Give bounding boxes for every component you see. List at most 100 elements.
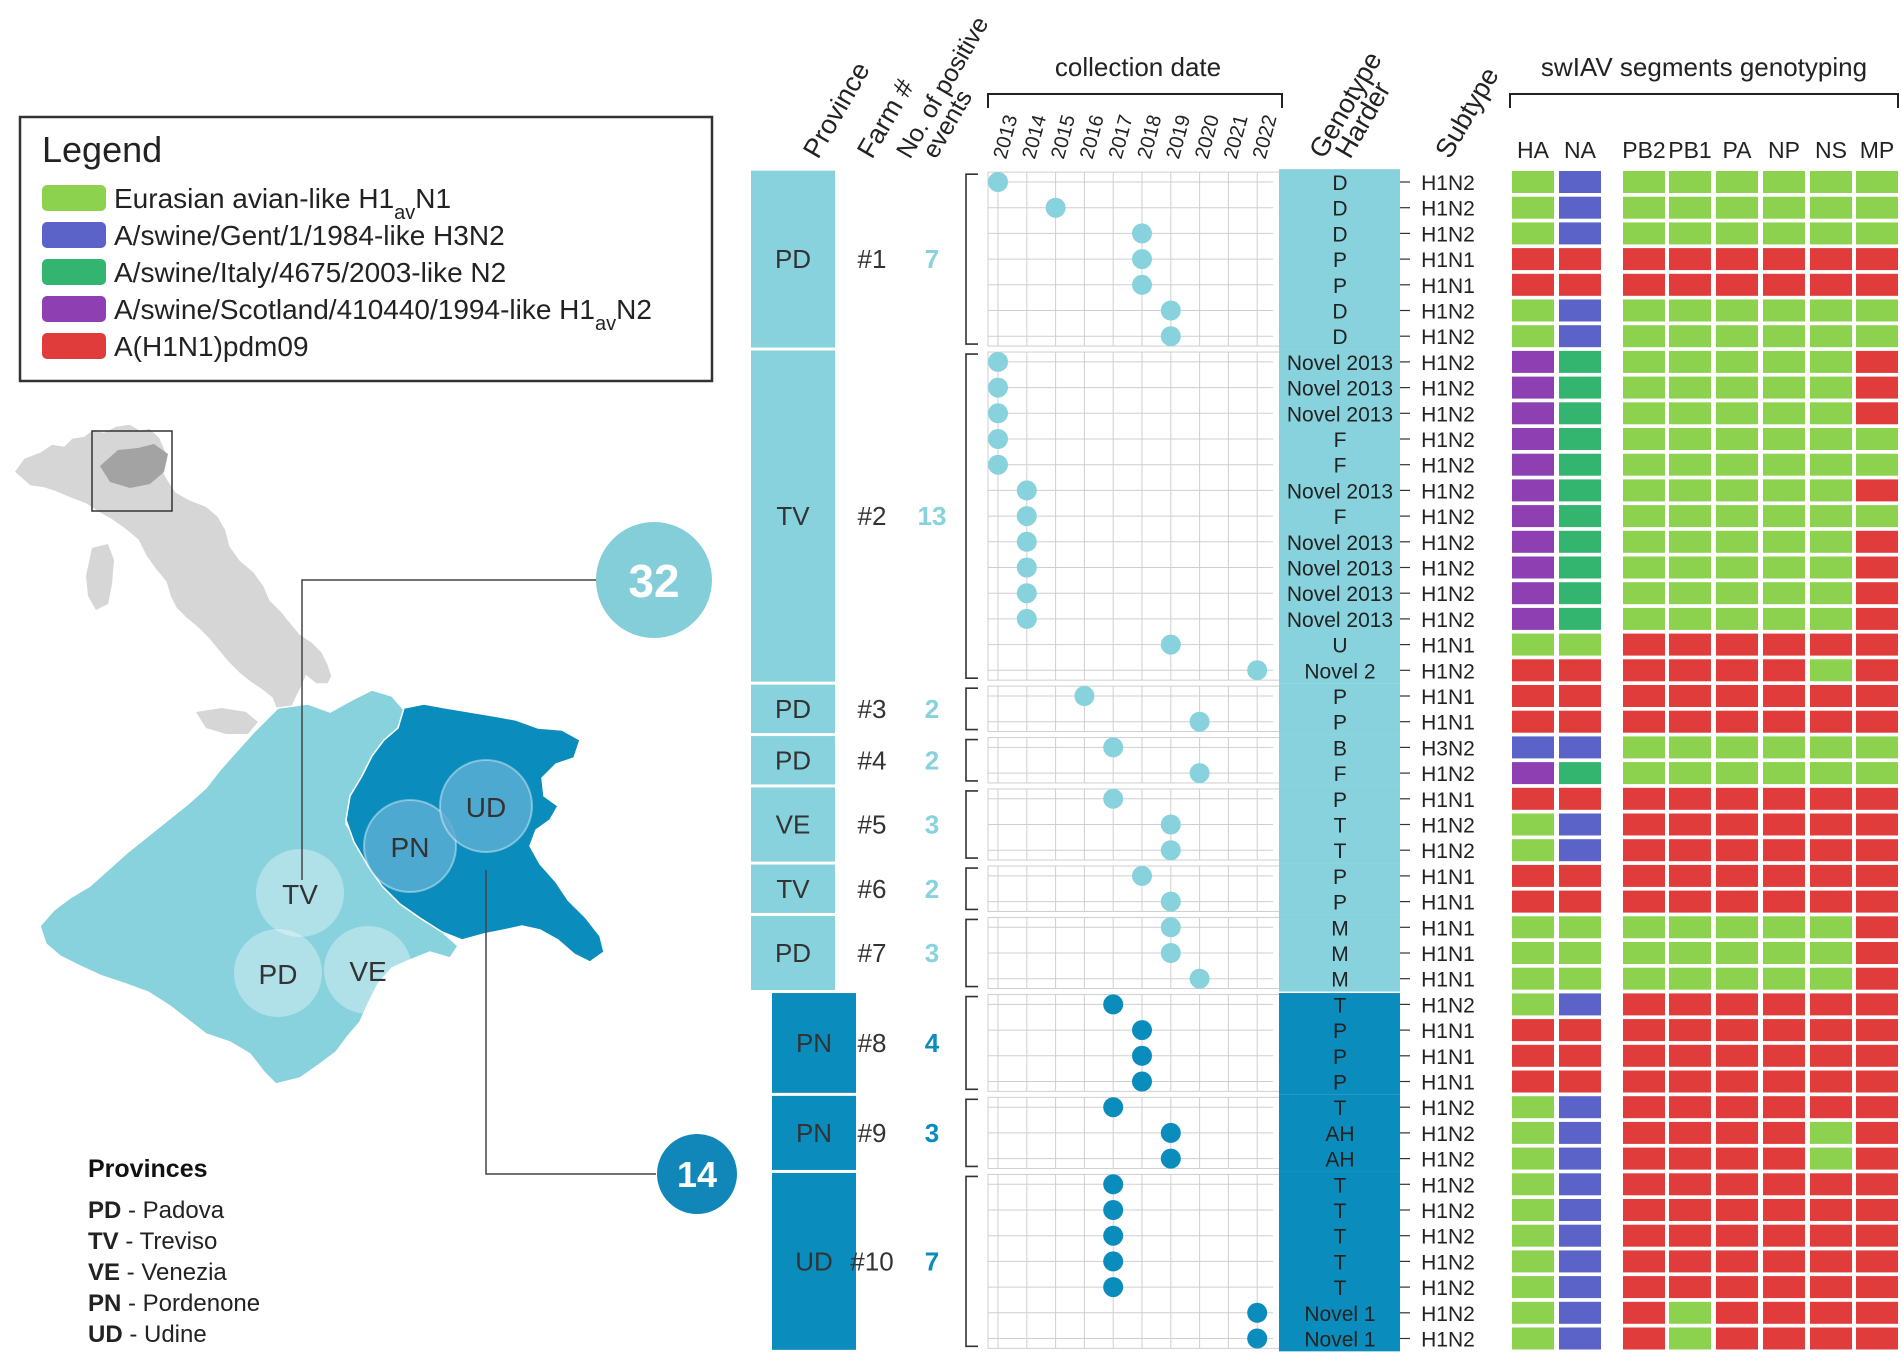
segment-cell xyxy=(1763,890,1805,913)
segment-cell xyxy=(1763,428,1805,450)
segment-cell xyxy=(1716,196,1758,219)
segment-cell xyxy=(1716,710,1758,733)
collection-point xyxy=(1132,865,1152,886)
collection-point xyxy=(1247,660,1268,681)
segment-cell xyxy=(1716,273,1758,296)
segment-cell xyxy=(1763,1327,1805,1350)
segment-cell xyxy=(1716,428,1758,450)
segment-cell xyxy=(1512,1199,1554,1221)
subtype-label: H1N1 xyxy=(1421,892,1475,915)
genotype-label: B xyxy=(1333,737,1347,760)
genotype-column-bg xyxy=(1279,1094,1400,1172)
segment-cell xyxy=(1559,659,1601,682)
segment-cell xyxy=(1856,916,1898,939)
subtype-label: H1N2 xyxy=(1421,198,1475,221)
genotype-label: AH xyxy=(1325,1123,1354,1146)
date-grid-frame xyxy=(987,737,1283,784)
segment-cell xyxy=(1810,1019,1852,1042)
segment-cell xyxy=(1669,1019,1711,1042)
segment-cell xyxy=(1716,376,1758,399)
segment-cell xyxy=(1512,530,1554,553)
genotype-label: Novel 2013 xyxy=(1287,352,1393,375)
segment-cell xyxy=(1559,453,1601,476)
segment-cell xyxy=(1559,273,1601,296)
subtype-label: H1N1 xyxy=(1421,635,1475,658)
farm-province: TV xyxy=(776,874,810,904)
segment-cell xyxy=(1810,762,1852,785)
segment-cell xyxy=(1559,916,1601,939)
segment-cell xyxy=(1763,1019,1805,1042)
collection-point xyxy=(1160,814,1181,835)
genotype-label: T xyxy=(1334,1200,1347,1223)
connector-light xyxy=(301,579,596,880)
genotype-label: T xyxy=(1334,1097,1347,1120)
segment-label: NS xyxy=(1815,137,1847,163)
collection-point xyxy=(1016,506,1037,527)
segment-cell xyxy=(1512,222,1554,245)
segment-cell xyxy=(1669,530,1711,553)
province-block xyxy=(751,864,835,913)
legend-item-label: A/swine/Gent/1/1984-like H3N2 xyxy=(114,220,505,251)
segment-cell xyxy=(1716,1301,1758,1324)
farm-bracket xyxy=(965,918,978,988)
collection-point xyxy=(1016,608,1037,629)
segment-cell xyxy=(1716,350,1758,373)
year-label: 2016 xyxy=(1076,113,1109,162)
map-label-pn: PN xyxy=(391,832,430,863)
count-dark: 14 xyxy=(677,1154,717,1195)
year-label: 2013 xyxy=(990,113,1023,162)
legend-box xyxy=(18,115,714,383)
segment-cell xyxy=(1669,1224,1711,1247)
segment-cell xyxy=(1763,916,1805,939)
segment-cell xyxy=(1623,864,1665,887)
segment-cell xyxy=(1810,993,1852,1016)
header-segments: swIAV segments genotyping xyxy=(1541,52,1867,82)
genotype-column-bg xyxy=(1279,993,1400,1095)
legend: Legend Eurasian avian-like H1avN1A/swine… xyxy=(18,115,714,383)
segment-cell xyxy=(1856,479,1898,502)
genotype-column-bg xyxy=(1279,863,1400,915)
segment-cell xyxy=(1559,942,1601,964)
genotype-label: T xyxy=(1334,1251,1347,1274)
province-block xyxy=(751,736,835,785)
collection-point xyxy=(1132,1020,1152,1041)
farm-number: #7 xyxy=(858,938,887,968)
segment-cell xyxy=(1559,685,1601,707)
province-list-item: UD - Udine xyxy=(88,1321,207,1348)
segment-cell xyxy=(1623,1019,1665,1042)
segment-cell xyxy=(1623,325,1665,348)
collection-point xyxy=(1160,1148,1181,1169)
segment-cell xyxy=(1763,1070,1805,1093)
year-label: 2017 xyxy=(1105,113,1138,162)
subtype-label: H1N2 xyxy=(1421,1200,1475,1223)
segment-cell xyxy=(1763,1250,1805,1273)
segment-cell xyxy=(1716,916,1758,939)
farm-bracket xyxy=(965,173,978,345)
subtype-label: H1N2 xyxy=(1421,429,1475,452)
segment-cell xyxy=(1559,1096,1601,1119)
segment-cell xyxy=(1623,248,1665,271)
genotype-label: Novel 2013 xyxy=(1287,583,1393,606)
farm-events: 3 xyxy=(925,1118,939,1148)
segment-cell xyxy=(1856,1327,1898,1350)
segment-cell xyxy=(1559,196,1601,219)
segment-cell xyxy=(1810,1044,1852,1067)
farm-events: 2 xyxy=(925,874,939,904)
province-block xyxy=(772,993,856,1093)
collection-point xyxy=(988,377,1008,398)
segment-cell xyxy=(1810,659,1852,682)
segment-cell xyxy=(1856,453,1898,476)
map-label-ve: VE xyxy=(349,956,386,987)
segment-cell xyxy=(1559,710,1601,733)
subtype-label: H1N2 xyxy=(1421,403,1475,426)
segment-cell xyxy=(1512,633,1554,656)
genotype-label: T xyxy=(1334,815,1347,838)
year-label: 2018 xyxy=(1134,113,1167,162)
segment-cell xyxy=(1716,530,1758,553)
segment-cell xyxy=(1810,1070,1852,1093)
genotype-label: P xyxy=(1333,892,1347,915)
segment-cell xyxy=(1810,1276,1852,1299)
segment-cell xyxy=(1763,196,1805,219)
segment-cell xyxy=(1669,325,1711,348)
farm-events: 2 xyxy=(925,745,939,775)
